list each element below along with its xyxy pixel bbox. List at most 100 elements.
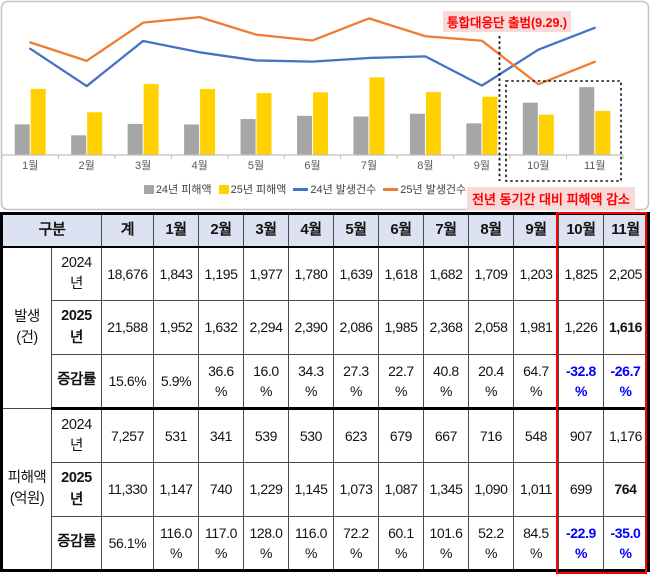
table-cell: 1,226 <box>558 300 604 355</box>
annotation-task-force-launch: 통합대응단 출범(9.29.) <box>443 11 572 32</box>
table-cell: 1,087 <box>378 462 424 517</box>
table-cell: -35.0 % <box>603 516 649 572</box>
table-cell: 1,981 <box>513 300 559 355</box>
col-header: 5월 <box>333 213 379 248</box>
chart-line <box>29 15 596 86</box>
table-cell: 699 <box>558 462 604 517</box>
x-axis-label: 5월 <box>248 159 264 172</box>
table-cell: 1,203 <box>513 246 559 301</box>
col-header-category: 구분 <box>1 213 102 248</box>
x-axis-label: 10월 <box>527 159 549 172</box>
table-cell: 623 <box>333 408 379 463</box>
table-cell: 341 <box>198 408 244 463</box>
row-label: 2024 년 <box>51 408 102 463</box>
chart-bar <box>522 102 538 155</box>
table-cell: 56.1% <box>101 516 154 572</box>
table-cell: 1,011 <box>513 462 559 517</box>
table-cell: 1,345 <box>423 462 469 517</box>
table-cell: -32.8 % <box>558 354 604 410</box>
row-label: 2024 년 <box>51 246 102 301</box>
table-cell: 2,205 <box>603 246 649 301</box>
col-header: 2월 <box>198 213 244 248</box>
x-axis-label: 1월 <box>22 159 38 172</box>
x-axis-label: 2월 <box>79 159 95 172</box>
chart-bar <box>143 84 159 155</box>
table-cell: 1,145 <box>288 462 334 517</box>
annotation-damage-decrease: 전년 동기간 대비 피해액 감소 <box>467 187 635 210</box>
chart-line <box>29 26 596 88</box>
table-cell: 2,390 <box>288 300 334 355</box>
table-cell: 548 <box>513 408 559 463</box>
x-axis-label: 3월 <box>135 159 151 172</box>
chart-bar <box>14 124 30 155</box>
table-cell: 1,147 <box>153 462 199 517</box>
table-cell: 1,709 <box>468 246 514 301</box>
table-cell: 40.8 % <box>423 354 469 410</box>
table-cell: 764 <box>603 462 649 517</box>
chart-bar <box>538 114 554 155</box>
table-cell: 2,058 <box>468 300 514 355</box>
col-header: 9월 <box>513 213 559 248</box>
table-cell: 20.4 % <box>468 354 514 410</box>
chart-bar <box>200 88 216 155</box>
table-cell: 128.0 % <box>243 516 289 572</box>
col-header: 계 <box>101 213 154 248</box>
table-cell: -22.9 % <box>558 516 604 572</box>
table-cell: 21,588 <box>101 300 154 355</box>
col-header: 7월 <box>423 213 469 248</box>
table-cell: 1,639 <box>333 246 379 301</box>
table-cell: 64.7 % <box>513 354 559 410</box>
table-cell: 116.0 % <box>153 516 199 572</box>
table-cell: 907 <box>558 408 604 463</box>
table-cell: 7,257 <box>101 408 154 463</box>
table-cell: 5.9% <box>153 354 199 410</box>
x-axis-label: 4월 <box>191 159 207 172</box>
chart-bar <box>184 124 200 155</box>
table-cell: 539 <box>243 408 289 463</box>
chart-bar <box>71 135 87 155</box>
col-header: 6월 <box>378 213 424 248</box>
table-cell: 1,985 <box>378 300 424 355</box>
x-axis-label: 9월 <box>474 159 490 172</box>
table-cell: 101.6 % <box>423 516 469 572</box>
table-cell: 34.3 % <box>288 354 334 410</box>
chart-bar <box>595 110 611 155</box>
col-header: 11월 <box>603 213 649 248</box>
row-label: 증감률 <box>51 516 102 572</box>
col-header: 10월 <box>558 213 604 248</box>
table-cell: 52.2 % <box>468 516 514 572</box>
table-cell: 15.6% <box>101 354 154 410</box>
table-cell: 1,825 <box>558 246 604 301</box>
chart-bar <box>256 93 272 155</box>
col-header: 4월 <box>288 213 334 248</box>
chart-bar <box>87 112 103 155</box>
table-cell: 1,843 <box>153 246 199 301</box>
col-header: 3월 <box>243 213 289 248</box>
table-cell: 27.3 % <box>333 354 379 410</box>
table-cell: 1,632 <box>198 300 244 355</box>
table-cell: 2,086 <box>333 300 379 355</box>
table-cell: 1,682 <box>423 246 469 301</box>
chart-bar <box>127 123 143 155</box>
table-cell: 60.1 % <box>378 516 424 572</box>
table-cell: 36.6 % <box>198 354 244 410</box>
table-cell: 531 <box>153 408 199 463</box>
row-label: 2025 년 <box>51 300 102 355</box>
table-cell: 679 <box>378 408 424 463</box>
chart-bar <box>240 119 256 155</box>
highlight-months-dotted-box <box>505 80 622 182</box>
damage-trend-chart: 1월 2월 3월 4월 5월 6월 7월 8월 9월 10월 11월 통합대응단 출범(9.29.)… <box>0 0 650 212</box>
chart-bar <box>30 88 46 155</box>
chart-bar <box>409 113 425 155</box>
chart-bar <box>425 92 441 155</box>
table-cell: -26.7 % <box>603 354 649 410</box>
table-cell: 18,676 <box>101 246 154 301</box>
row-group-label: 발생 (건) <box>1 246 52 409</box>
x-axis-label: 6월 <box>304 159 320 172</box>
table-cell: 530 <box>288 408 334 463</box>
table-cell: 2,294 <box>243 300 289 355</box>
table-cell: 1,618 <box>378 246 424 301</box>
table-cell: 2,368 <box>423 300 469 355</box>
